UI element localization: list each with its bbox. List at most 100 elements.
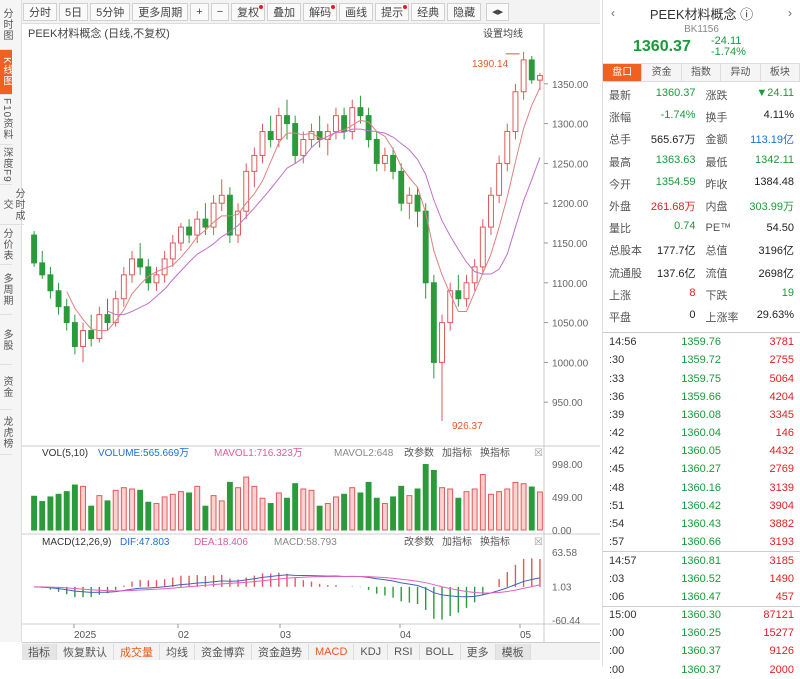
trade-time: :00: [609, 663, 625, 676]
candle: [447, 282, 454, 331]
quote-tab-3[interactable]: 异动: [721, 64, 761, 81]
volume-bar: [145, 501, 152, 531]
indicator-tab-11[interactable]: 模板: [495, 643, 531, 660]
toolbar-item-0[interactable]: 分时: [23, 2, 57, 21]
candle: [422, 203, 429, 299]
quote-cell: 涨幅 -1.74%: [609, 109, 702, 125]
volume-bar: [259, 497, 266, 531]
left-tab-6[interactable]: 多周期: [0, 265, 12, 315]
left-tab-7[interactable]: 多股: [0, 315, 12, 365]
quote-row: 平盘 0 上涨率 29.63%: [609, 306, 794, 328]
quote-label: PE™: [705, 222, 732, 235]
vol-btn-0[interactable]: 改参数: [404, 446, 434, 459]
trade-row: :39 1360.08 3345: [603, 406, 800, 424]
macd-dif: DIF:47.803: [120, 537, 170, 548]
macd-close-icon[interactable]: ☒: [534, 537, 543, 548]
quote-row: 量比 0.74 PE™ 54.50: [609, 217, 794, 239]
toolbar-item-6[interactable]: 复权: [231, 2, 266, 21]
trade-time: :39: [609, 408, 625, 421]
trade-volume: 3185: [769, 554, 794, 567]
toolbar-item-10[interactable]: 提示: [375, 2, 410, 21]
quote-tab-1[interactable]: 资金: [642, 64, 682, 81]
quote-row: 流通股 137.6亿 流值 2698亿: [609, 262, 794, 284]
quote-tab-4[interactable]: 板块: [761, 64, 800, 81]
trade-volume: 15277: [763, 627, 794, 640]
candle: [161, 250, 168, 283]
candle: [267, 115, 274, 148]
toolbar-item-8[interactable]: 解码: [303, 2, 338, 21]
candle: [88, 314, 95, 347]
indicator-tab-9[interactable]: BOLL: [420, 643, 461, 660]
indicator-tab-3[interactable]: 均线: [160, 643, 195, 660]
volume-bar: [153, 503, 160, 531]
toolbar-item-3[interactable]: 更多周期: [132, 2, 189, 21]
indicator-tab-7[interactable]: KDJ: [354, 643, 389, 660]
prev-stock-arrow-icon[interactable]: ‹: [611, 6, 615, 20]
trade-time: :06: [609, 590, 625, 603]
quote-value: 3196亿: [758, 245, 794, 258]
macd-btn-1[interactable]: 加指标: [442, 535, 472, 548]
indicator-tab-1[interactable]: 恢复默认: [57, 643, 114, 660]
indicator-tab-6[interactable]: MACD: [309, 643, 355, 660]
toolbar-more-arrows-icon[interactable]: ◂▸: [486, 2, 510, 21]
vol-btn-1[interactable]: 加指标: [442, 446, 472, 459]
trade-price: 1359.76: [681, 336, 721, 349]
vol-btn-2[interactable]: 换指标: [480, 446, 510, 459]
kline-chart[interactable]: PEEK材料概念 (日线,不复权) 设置均线 1350.00 1300.00 125…: [22, 24, 600, 642]
candle: [373, 131, 380, 172]
volume-bar: [471, 488, 478, 531]
info-icon[interactable]: ⓘ: [740, 7, 754, 22]
volume-bar: [55, 493, 62, 531]
candle: [341, 107, 348, 140]
toolbar-item-11[interactable]: 经典: [411, 2, 446, 21]
toolbar-item-1[interactable]: 5日: [59, 2, 89, 21]
quote-cell: 总手 565.67万: [609, 131, 702, 147]
toolbar-item-2[interactable]: 5分钟: [90, 2, 131, 21]
candle: [479, 219, 486, 275]
indicator-tab-10[interactable]: 更多: [461, 643, 496, 660]
quote-tab-2[interactable]: 指数: [682, 64, 722, 81]
vol-close-icon[interactable]: ☒: [534, 448, 543, 459]
macd-btn-0[interactable]: 改参数: [404, 535, 434, 548]
toolbar-item-5[interactable]: −: [210, 2, 230, 21]
volume-bar: [284, 497, 290, 531]
macd-btn-2[interactable]: 换指标: [480, 535, 510, 548]
left-tab-1[interactable]: K线图: [0, 50, 12, 95]
quote-tabs: 盘口 资金 指数 异动 板块: [603, 64, 800, 82]
indicator-tab-0[interactable]: 指标: [22, 643, 57, 660]
next-stock-arrow-icon[interactable]: ›: [788, 6, 792, 20]
quote-cell: 最低 1342.11: [702, 154, 795, 170]
trade-volume: 457: [775, 590, 794, 603]
left-tab-0[interactable]: 分时图: [0, 0, 12, 50]
left-tab-2[interactable]: F10资料: [0, 95, 12, 145]
quote-cell: 流值 2698亿: [702, 265, 795, 281]
quote-tab-0[interactable]: 盘口: [603, 64, 643, 81]
vol-tick-0: 998.00: [552, 460, 583, 471]
volume-bar: [520, 483, 527, 531]
indicator-tab-5[interactable]: 资金趋势: [252, 643, 309, 660]
toolbar-item-4[interactable]: +: [190, 2, 209, 21]
trade-volume: 4432: [769, 445, 794, 458]
vol-name: VOL(5,10): [42, 448, 88, 459]
indicator-tab-2[interactable]: 成交量: [114, 643, 160, 660]
toolbar-item-7[interactable]: 叠加: [267, 2, 302, 21]
dea-line: [34, 575, 541, 594]
volume-bar: [357, 492, 364, 531]
price-tick-8: 950.00: [552, 398, 583, 409]
left-tab-3[interactable]: 深度F9: [0, 145, 12, 185]
candle: [316, 115, 323, 148]
volume-bar: [414, 488, 421, 531]
volume-bar: [488, 493, 494, 531]
settings-button[interactable]: 设置均线: [483, 27, 523, 40]
left-tab-8[interactable]: 资金: [0, 365, 12, 410]
trade-price: 1360.37: [681, 645, 721, 658]
indicator-tab-8[interactable]: RSI: [388, 643, 420, 660]
toolbar-item-12[interactable]: 隐藏: [447, 2, 482, 21]
left-tab-4[interactable]: 分时成交: [0, 185, 24, 225]
left-tab-5[interactable]: 分价表: [0, 225, 12, 265]
trade-row: :00 1360.37 9126: [603, 642, 800, 660]
indicator-tab-4[interactable]: 资金博弈: [195, 643, 252, 660]
toolbar-item-9[interactable]: 画线: [339, 2, 374, 21]
left-tab-9[interactable]: 龙虎榜: [0, 410, 12, 455]
quote-cell: 内盘 303.99万: [702, 198, 795, 214]
